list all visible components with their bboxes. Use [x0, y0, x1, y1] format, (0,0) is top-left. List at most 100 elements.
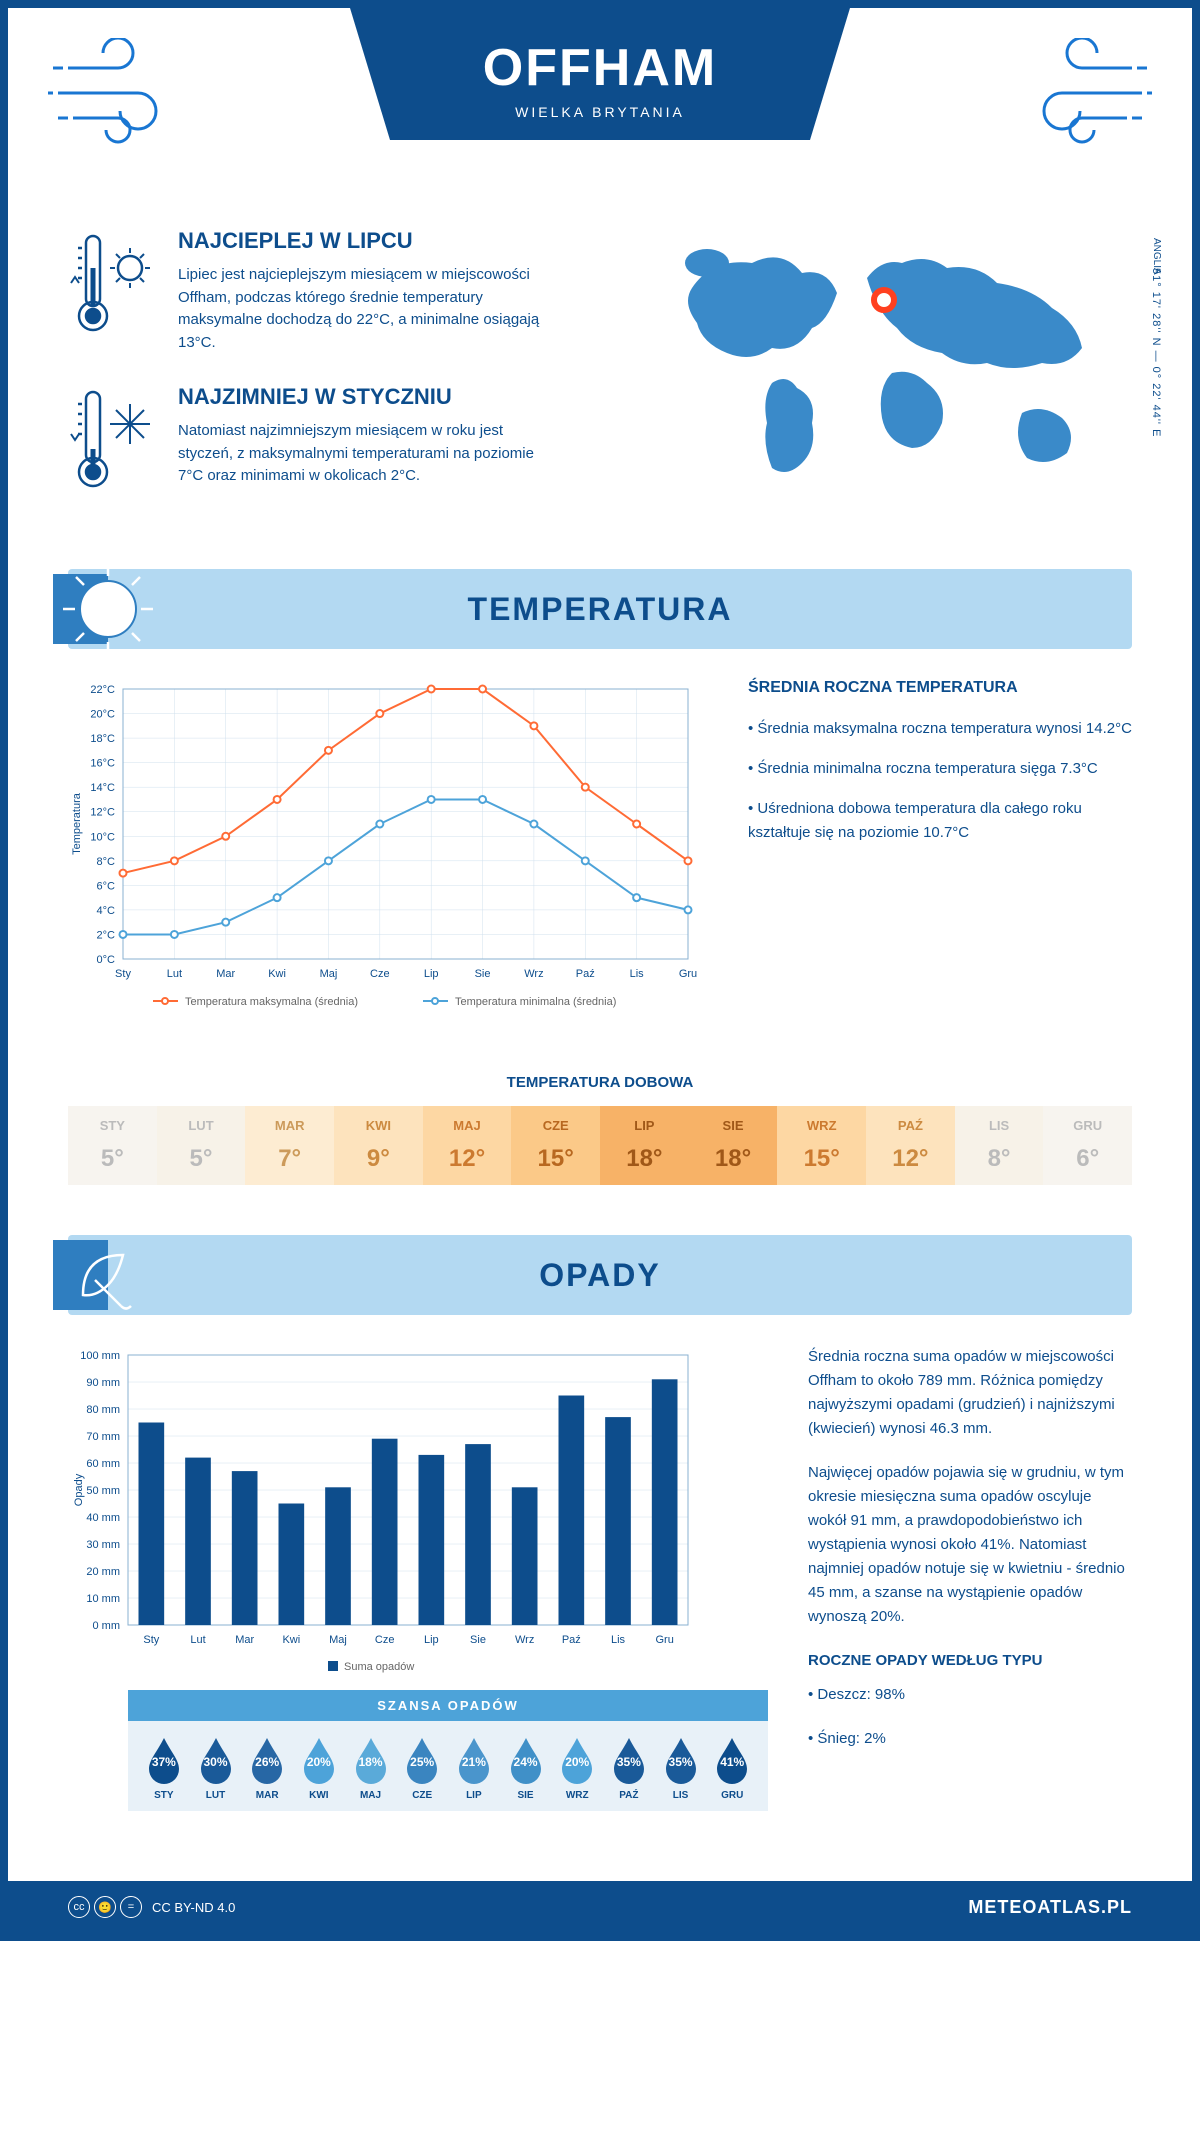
svg-text:Wrz: Wrz: [515, 1634, 534, 1646]
svg-text:Sie: Sie: [470, 1634, 486, 1646]
cold-title: NAJZIMNIEJ W STYCZNIU: [178, 384, 558, 410]
svg-text:2°C: 2°C: [97, 929, 116, 941]
temp-section-title: TEMPERATURA: [468, 591, 733, 628]
page-subtitle: WIELKA BRYTANIA: [430, 104, 770, 120]
by-icon: 🙂: [94, 1896, 116, 1918]
svg-text:Temperatura: Temperatura: [71, 792, 83, 855]
sun-icon: [53, 554, 163, 669]
chance-cell: 25% CZE: [396, 1736, 448, 1801]
svg-text:Sty: Sty: [115, 968, 131, 980]
raindrop-icon: 25%: [403, 1736, 441, 1784]
chance-cell: 26% MAR: [241, 1736, 293, 1801]
umbrella-icon: [53, 1220, 163, 1335]
svg-text:Paź: Paź: [562, 1634, 581, 1646]
site-name: METEOATLAS.PL: [968, 1897, 1132, 1918]
svg-text:90 mm: 90 mm: [86, 1377, 120, 1389]
svg-text:Maj: Maj: [329, 1634, 347, 1646]
temp-section-bar: TEMPERATURA: [68, 569, 1132, 649]
raindrop-icon: 20%: [300, 1736, 338, 1784]
raindrop-icon: 35%: [610, 1736, 648, 1784]
chance-cell: 18% MAJ: [345, 1736, 397, 1801]
daily-temp-cell: KWI9°: [334, 1106, 423, 1185]
daily-temp-title: TEMPERATURA DOBOWA: [8, 1074, 1192, 1091]
precip-text: Średnia roczna suma opadów w miejscowośc…: [808, 1345, 1132, 1441]
raindrop-icon: 21%: [455, 1736, 493, 1784]
svg-text:Mar: Mar: [216, 968, 235, 980]
raindrop-icon: 24%: [507, 1736, 545, 1784]
svg-text:18°C: 18°C: [90, 733, 115, 745]
svg-text:Cze: Cze: [370, 968, 390, 980]
svg-text:Paź: Paź: [576, 968, 595, 980]
temp-bullet: • Średnia maksymalna roczna temperatura …: [748, 717, 1132, 741]
thermometer-hot-icon: [68, 228, 158, 354]
summary-section: NAJCIEPLEJ W LIPCU Lipiec jest najcieple…: [8, 208, 1192, 569]
daily-temp-cell: WRZ15°: [777, 1106, 866, 1185]
precip-type-bullet: • Śnieg: 2%: [808, 1727, 1132, 1751]
precipitation-chart: 0 mm10 mm20 mm30 mm40 mm50 mm60 mm70 mm8…: [68, 1345, 768, 1690]
svg-text:Lis: Lis: [630, 968, 645, 980]
temp-info-title: ŚREDNIA ROCZNA TEMPERATURA: [748, 679, 1132, 697]
hot-text: Lipiec jest najcieplejszym miesiącem w m…: [178, 264, 558, 354]
raindrop-icon: 20%: [558, 1736, 596, 1784]
wind-icon: [48, 38, 188, 153]
temp-info: ŚREDNIA ROCZNA TEMPERATURA • Średnia mak…: [748, 679, 1132, 1024]
svg-text:Lip: Lip: [424, 1634, 439, 1646]
chance-cell: 41% GRU: [706, 1736, 758, 1801]
wind-icon: [1012, 38, 1152, 153]
svg-text:Suma opadów: Suma opadów: [344, 1661, 414, 1673]
temperature-chart: 0°C2°C4°C6°C8°C10°C12°C14°C16°C18°C20°C2…: [68, 679, 708, 1024]
svg-text:Lut: Lut: [190, 1634, 205, 1646]
svg-text:Sty: Sty: [143, 1634, 159, 1646]
daily-temp-cell: CZE15°: [511, 1106, 600, 1185]
precip-type-bullet: • Deszcz: 98%: [808, 1683, 1132, 1707]
raindrop-icon: 41%: [713, 1736, 751, 1784]
title-banner: OFFHAM WIELKA BRYTANIA: [350, 8, 850, 140]
chance-cell: 37% STY: [138, 1736, 190, 1801]
svg-text:60 mm: 60 mm: [86, 1458, 120, 1470]
svg-text:20°C: 20°C: [90, 709, 115, 721]
cold-text: Natomiast najzimniejszym miesiącem w rok…: [178, 420, 558, 488]
nd-icon: =: [120, 1896, 142, 1918]
daily-temp-cell: STY5°: [68, 1106, 157, 1185]
chance-cell: 35% PAŹ: [603, 1736, 655, 1801]
raindrop-icon: 37%: [145, 1736, 183, 1784]
chance-cell: 30% LUT: [190, 1736, 242, 1801]
cc-icons: cc 🙂 =: [68, 1896, 142, 1918]
svg-text:Cze: Cze: [375, 1634, 395, 1646]
daily-temp-cell: LIS8°: [955, 1106, 1044, 1185]
svg-text:Gru: Gru: [679, 968, 697, 980]
svg-text:Lip: Lip: [424, 968, 439, 980]
precip-text: Najwięcej opadów pojawia się w grudniu, …: [808, 1461, 1132, 1629]
precip-section-bar: OPADY: [68, 1235, 1132, 1315]
daily-temp-cell: LIP18°: [600, 1106, 689, 1185]
svg-text:40 mm: 40 mm: [86, 1512, 120, 1524]
chance-cell: 21% LIP: [448, 1736, 500, 1801]
svg-text:Opady: Opady: [73, 1473, 85, 1506]
svg-text:Sie: Sie: [475, 968, 491, 980]
svg-text:0 mm: 0 mm: [93, 1620, 121, 1632]
daily-temp-cell: MAR7°: [245, 1106, 334, 1185]
daily-temp-strip: STY5°LUT5°MAR7°KWI9°MAJ12°CZE15°LIP18°SI…: [68, 1106, 1132, 1185]
svg-text:20 mm: 20 mm: [86, 1566, 120, 1578]
svg-text:10 mm: 10 mm: [86, 1593, 120, 1605]
svg-text:Wrz: Wrz: [524, 968, 543, 980]
chance-cell: 20% WRZ: [551, 1736, 603, 1801]
hot-summary: NAJCIEPLEJ W LIPCU Lipiec jest najcieple…: [68, 228, 612, 354]
coords-label: 51° 17' 28'' N — 0° 22' 44'' E: [1150, 268, 1162, 437]
svg-text:12°C: 12°C: [90, 807, 115, 819]
raindrop-icon: 35%: [662, 1736, 700, 1784]
chance-title: SZANSA OPADÓW: [128, 1690, 768, 1721]
svg-text:30 mm: 30 mm: [86, 1539, 120, 1551]
svg-text:80 mm: 80 mm: [86, 1404, 120, 1416]
license-text: CC BY-ND 4.0: [152, 1900, 235, 1915]
svg-text:Lut: Lut: [167, 968, 182, 980]
precip-section-title: OPADY: [539, 1257, 660, 1294]
page-title: OFFHAM: [430, 38, 770, 98]
temp-bullet: • Średnia minimalna roczna temperatura s…: [748, 757, 1132, 781]
svg-text:50 mm: 50 mm: [86, 1485, 120, 1497]
svg-text:14°C: 14°C: [90, 782, 115, 794]
svg-text:Temperatura minimalna (średnia: Temperatura minimalna (średnia): [455, 996, 616, 1008]
svg-text:Kwi: Kwi: [268, 968, 286, 980]
svg-text:16°C: 16°C: [90, 758, 115, 770]
precip-chance-box: SZANSA OPADÓW 37% STY 30% LUT 26% MAR 20…: [128, 1690, 768, 1811]
